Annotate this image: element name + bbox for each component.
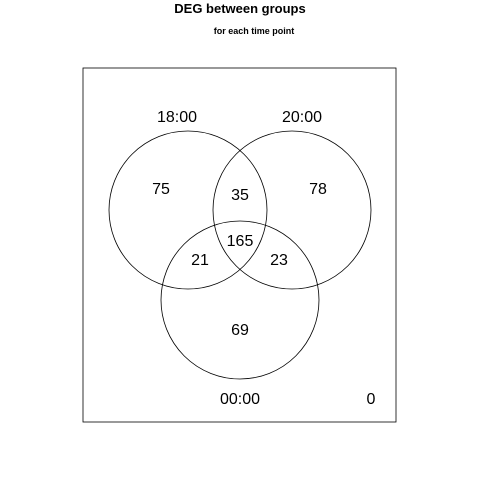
region-count-all-three: 165 <box>227 233 254 250</box>
diagram-title: DEG between groups <box>174 1 305 16</box>
diagram-subtitle: for each time point <box>214 26 295 36</box>
plot-frame <box>82 67 397 423</box>
set-circle-20-00 <box>212 130 372 290</box>
region-count-18-and-20: 35 <box>231 187 249 204</box>
set-label-18-00: 18:00 <box>157 109 197 126</box>
region-count-18-and-00: 21 <box>191 252 209 269</box>
set-circle-00-00 <box>160 220 320 380</box>
region-count-outside: 0 <box>367 391 376 408</box>
set-label-20-00: 20:00 <box>282 109 322 126</box>
region-count-only-18-00: 75 <box>152 181 170 198</box>
region-count-only-20-00: 78 <box>309 181 327 198</box>
region-count-20-and-00: 23 <box>270 252 288 269</box>
region-count-only-00-00: 69 <box>231 322 249 339</box>
set-label-00-00: 00:00 <box>220 391 260 408</box>
set-circle-18-00 <box>108 130 268 290</box>
